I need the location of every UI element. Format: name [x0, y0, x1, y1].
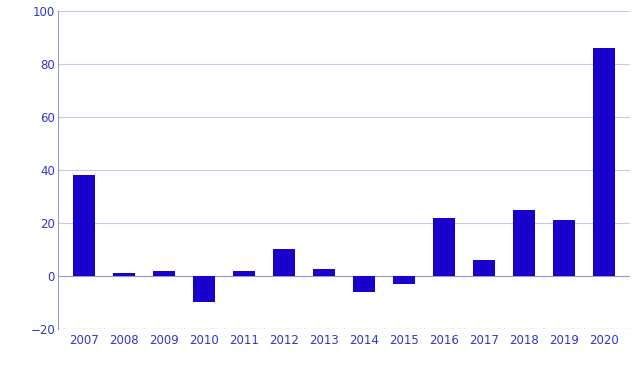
Bar	[353, 276, 375, 292]
Bar	[113, 273, 135, 276]
Bar	[73, 175, 95, 276]
Bar	[233, 271, 255, 276]
Bar	[193, 276, 215, 302]
Bar	[153, 271, 175, 276]
Bar	[393, 276, 415, 284]
Bar	[513, 210, 535, 276]
Bar	[313, 269, 335, 276]
Bar	[473, 260, 495, 276]
Bar	[593, 48, 615, 276]
Bar	[273, 249, 295, 276]
Bar	[553, 220, 575, 276]
Bar	[433, 218, 455, 276]
